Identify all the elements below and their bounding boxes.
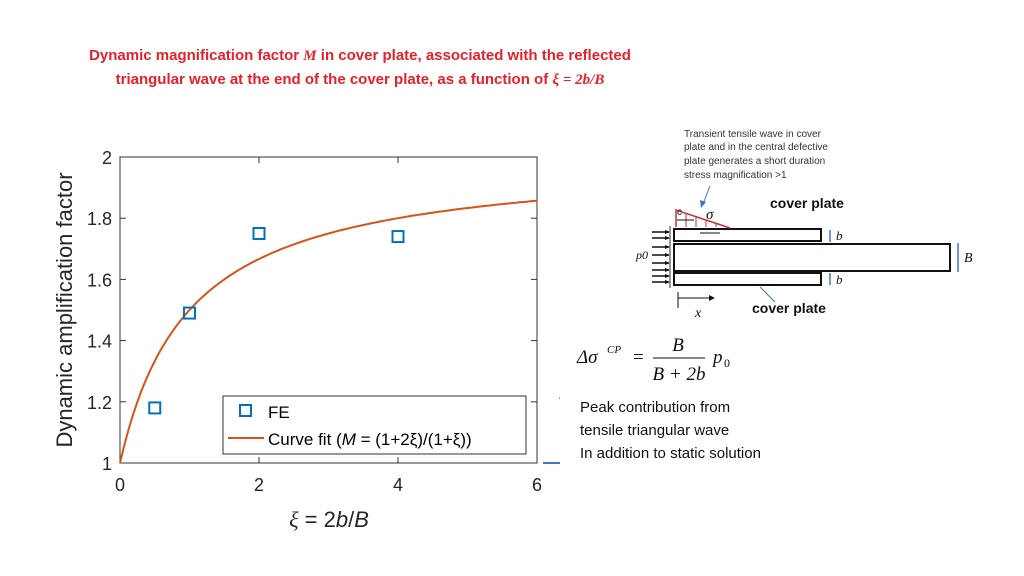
cover-plate-pointer [759,286,776,303]
y-tick-label: 2 [102,148,112,168]
legend-fe-marker [239,404,252,417]
title-text: Dynamic magnification factor [89,47,304,64]
chart-axes [119,156,538,464]
y-tick-label: 1.4 [87,332,112,352]
formula-denominator: B + 2b [653,364,706,383]
legend: FE Curve fit (M = (1+2ξ)/(1+ξ)) [222,395,527,455]
legend-box [222,395,527,455]
formula-lhs: Δσ [576,347,598,368]
annotation-line: Transient tensile wave in cover [684,129,822,140]
peak-arrow-head [559,396,560,399]
legend-curve-label: Curve fit (M = (1+2ξ)/(1+ξ)) [268,430,472,449]
label-sigma: σ [706,207,714,223]
stress-formula: Δσ CP = B B + 2b p 0 [576,335,730,383]
load-arrows [652,231,669,283]
annotation-arrow-head [700,200,706,208]
plot-frame [119,156,538,464]
title-xi-expression: ξ = 2b/B [552,72,605,88]
label-b-bottom: b [836,272,843,287]
title-symbol-M: M [303,48,317,64]
label-b-top: b [836,228,843,243]
note-line: In addition to static solution [580,445,761,462]
title-text: triangular wave at the end of the cover … [115,71,553,88]
stress-wave-triangle [675,208,731,229]
curve-fit-line [119,199,538,464]
formula-superscript: CP [607,344,621,356]
y-tick-label: 1.8 [87,209,112,229]
formula-p: p [711,347,723,368]
cover-plate-top [673,228,822,242]
diagram-annotation: Transient tensile wave in cover plate an… [684,129,828,181]
annotation-line: plate generates a short duration [684,156,825,167]
cover-plate-diagram: Transient tensile wave in cover plate an… [635,129,973,321]
x-tick-label: 4 [393,475,403,495]
formula-equals: = [633,347,644,368]
y-axis-ticks: 1 1.2 1.4 1.6 1.8 2 [87,148,537,474]
fe-points [148,227,405,415]
y-tick-label: 1 [102,454,112,474]
label-c: c [677,207,682,218]
fe-point [183,306,196,320]
fe-point [148,401,162,415]
chart-area: 1 1.2 1.4 1.6 1.8 2 0 2 4 6 Dynamic amplificatio… [52,148,560,532]
fe-point [252,227,266,240]
label-x: x [694,306,702,321]
peak-note: Peak contribution from tensile triangula… [580,396,761,465]
title-text: in cover plate, associated with the refl… [316,47,631,64]
x-tick-label: 2 [254,475,264,495]
x-arrow-head [709,295,715,301]
formula-numerator: B [672,335,684,356]
note-line: Peak contribution from [580,399,731,416]
formula-p-subscript: 0 [724,356,730,370]
annotation-line: stress magnification >1 [684,170,787,181]
y-tick-label: 1.6 [87,270,112,290]
y-tick-label: 1.2 [87,393,112,413]
note-line: tensile triangular wave [580,422,730,439]
label-cover-plate-bottom: cover plate [752,300,826,316]
slide-title: Dynamic magnification factor M in cover … [20,44,700,92]
x-tick-label: 6 [532,475,542,495]
y-axis-label: Dynamic amplification factor [52,172,77,447]
label-B: B [964,251,973,266]
x-axis-label: ξ = 2b/B [289,507,369,532]
central-plate [673,243,951,272]
annotation-arrow [702,185,711,205]
load-arrow-heads [665,230,670,284]
fe-point [391,230,405,244]
legend-fe-label: FE [268,403,290,422]
label-p0: p0 [635,248,648,262]
label-cover-plate-top: cover plate [770,195,844,211]
x-tick-label: 0 [115,475,125,495]
annotation-line: plate and in the central defective [684,142,828,153]
cover-plate-bottom [673,272,822,286]
